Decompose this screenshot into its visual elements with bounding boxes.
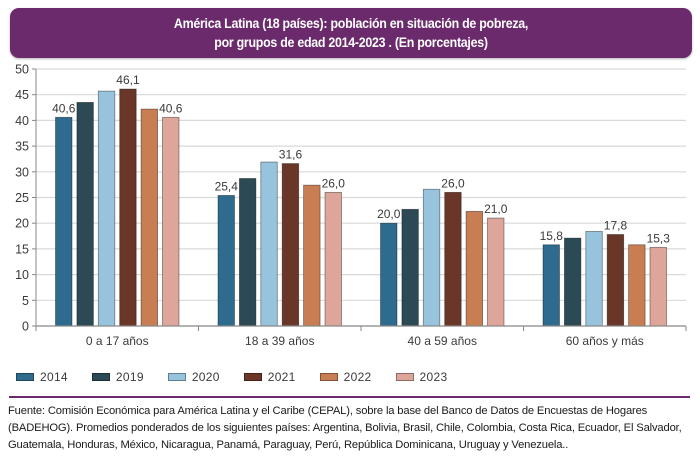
legend-label: 2020 — [191, 370, 220, 384]
bar-2014 — [380, 222, 398, 327]
legend: 2014 2019 2020 2021 2022 2023 — [16, 368, 471, 386]
x-axis: 0 a 17 años 18 a 39 años 40 a 59 años 60 añ… — [35, 325, 687, 348]
y-tick-label: 50 — [15, 63, 29, 77]
bars — [55, 88, 667, 327]
data-label-2014: 20,0 — [377, 207, 401, 221]
x-category-label: 18 a 39 años — [245, 334, 314, 348]
legend-swatch — [395, 373, 414, 381]
data-label-2014: 40,6 — [52, 101, 76, 115]
bar-2021 — [444, 191, 462, 327]
bar-2023 — [649, 246, 667, 327]
bar-2022 — [628, 244, 646, 327]
y-tick-label: 35 — [15, 140, 29, 154]
bar-2022 — [303, 184, 321, 327]
data-label-2014: 25,4 — [215, 179, 239, 193]
y-tick-label: 30 — [15, 165, 29, 179]
y-tick-label: 5 — [22, 294, 29, 308]
data-label-2023: 15,3 — [647, 231, 671, 245]
legend-label: 2022 — [343, 370, 372, 384]
legend-item-2023: 2023 — [395, 370, 448, 384]
bar-2014 — [55, 116, 73, 327]
legend-swatch — [16, 373, 34, 381]
bar-2020 — [585, 231, 603, 327]
bar-2019 — [564, 237, 582, 327]
legend-label: 2023 — [419, 370, 448, 384]
legend-swatch — [243, 373, 262, 381]
y-tick-label: 10 — [15, 268, 29, 282]
data-label-2021: 26,0 — [441, 176, 465, 190]
data-label-2021: 17,8 — [604, 219, 628, 233]
y-axis: 0 5 10 15 20 25 30 35 40 45 50 — [15, 63, 37, 334]
y-tick-label: 40 — [15, 114, 29, 128]
legend-item-2014: 2014 — [16, 370, 68, 384]
bar-2019 — [238, 178, 257, 327]
legend-item-2019: 2019 — [91, 370, 144, 384]
data-label-2014: 15,8 — [540, 229, 564, 243]
bar-2020 — [260, 161, 278, 327]
chart-title-line-2: por grupos de edad 2014-2023 . (En porce… — [214, 35, 488, 50]
bar-2020 — [97, 90, 116, 327]
bar-2021 — [119, 88, 137, 327]
source-footnote: Fuente: Comisión Económica para América … — [8, 405, 682, 451]
legend-item-2020: 2020 — [167, 370, 220, 384]
legend-swatch — [319, 373, 338, 381]
y-tick-label: 0 — [22, 320, 29, 334]
chart-title-banner: América Latina (18 países): población en… — [10, 8, 692, 58]
legend-item-2021: 2021 — [243, 370, 296, 384]
bar-chart: 0 5 10 15 20 25 30 35 40 45 50 40,6 46,1 40,6 25,4 31,… — [15, 63, 687, 348]
bar-2023 — [324, 191, 342, 327]
legend-label: 2014 — [40, 370, 68, 384]
y-tick-label: 15 — [15, 242, 29, 256]
bar-2022 — [465, 210, 484, 327]
chart-title-line-1: América Latina (18 países): población en… — [173, 16, 529, 31]
bar-2019 — [401, 208, 419, 327]
legend-swatch — [91, 373, 110, 381]
bar-2023 — [487, 217, 505, 327]
bar-2019 — [76, 102, 94, 327]
bar-2014 — [217, 195, 235, 327]
bar-2020 — [422, 188, 441, 327]
data-label-2023: 26,0 — [322, 176, 346, 190]
x-category-label: 40 a 59 años — [408, 334, 477, 348]
data-label-2021: 31,6 — [279, 148, 303, 162]
y-tick-label: 45 — [15, 88, 29, 102]
y-tick-label: 20 — [15, 217, 29, 231]
x-category-label: 0 a 17 años — [86, 334, 149, 348]
x-category-label: 60 años y más — [566, 334, 644, 348]
bar-2022 — [140, 108, 159, 327]
bar-2021 — [281, 163, 300, 327]
bar-2014 — [542, 244, 560, 327]
bar-2021 — [606, 234, 625, 327]
legend-swatch — [167, 373, 186, 381]
data-label-2021: 46,1 — [116, 73, 140, 87]
data-label-2023: 40,6 — [159, 101, 183, 115]
bar-2023 — [162, 116, 180, 327]
divider — [9, 396, 690, 398]
y-tick-label: 25 — [15, 191, 29, 205]
legend-label: 2019 — [115, 370, 144, 384]
data-labels: 40,6 46,1 40,6 25,4 31,6 26,0 20,0 26,0 21,0 15,8… — [52, 73, 670, 245]
data-label-2023: 21,0 — [484, 202, 508, 216]
legend-item-2022: 2022 — [319, 370, 372, 384]
legend-label: 2021 — [267, 370, 296, 384]
